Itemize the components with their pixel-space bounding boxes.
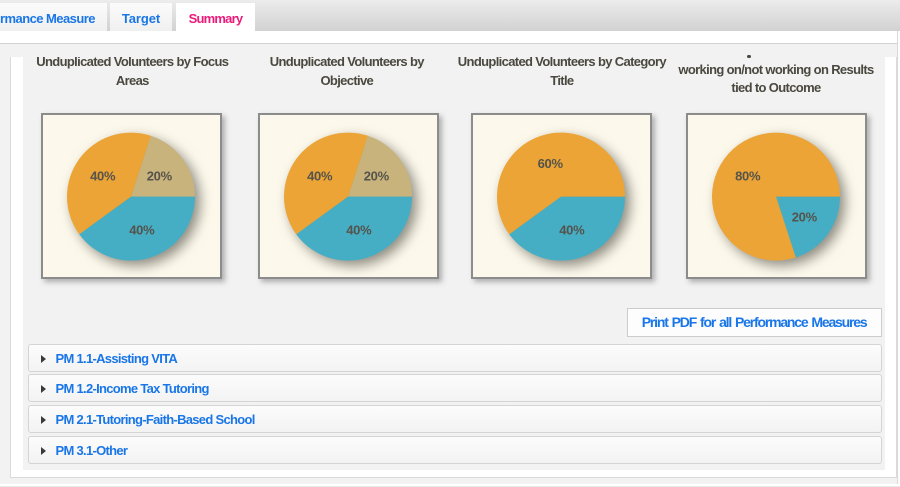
svg-text:40%: 40% <box>90 169 116 184</box>
svg-text:40%: 40% <box>346 222 372 237</box>
svg-text:20%: 20% <box>364 169 390 184</box>
svg-text:80%: 80% <box>735 169 761 184</box>
svg-text:20%: 20% <box>147 169 173 184</box>
svg-text:60%: 60% <box>538 156 564 171</box>
svg-text:20%: 20% <box>792 210 818 225</box>
svg-text:40%: 40% <box>307 169 333 184</box>
svg-text:40%: 40% <box>559 222 585 237</box>
svg-text:40%: 40% <box>129 222 155 237</box>
